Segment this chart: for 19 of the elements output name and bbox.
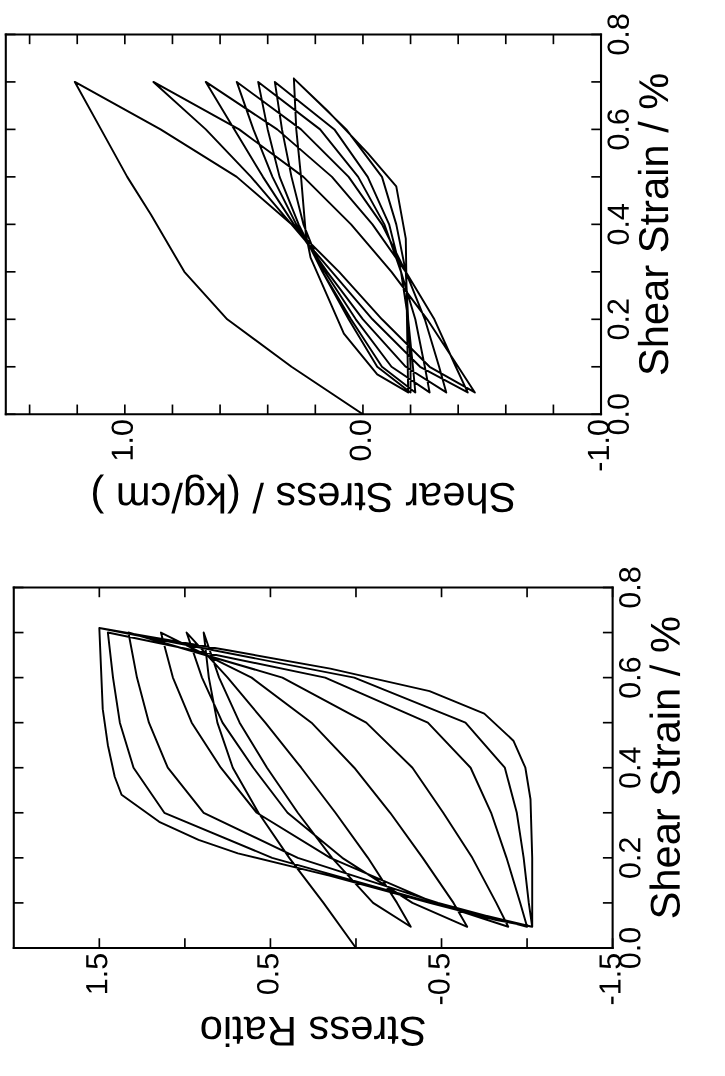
y-tick-label: 0.2 (607, 299, 630, 340)
y-axis-title: Shear Strain / % (637, 74, 669, 375)
y-tick-label: 0.6 (618, 657, 641, 698)
x-axis-title: Shear Stress / (kg/cm ) (92, 474, 515, 514)
x-tick-label: 0.0 (349, 420, 372, 461)
y-tick-label: 0.2 (618, 838, 641, 878)
x-tick-label: 1.5 (86, 954, 108, 993)
y-tick-label: 0.0 (618, 927, 641, 968)
y-tick-label: 0.8 (607, 14, 630, 55)
x-axis-title: Stress Ratio (201, 1016, 425, 1048)
x-tick-label: 0.5 (256, 954, 279, 995)
y-tick-label: 0.6 (607, 109, 630, 150)
x-tick-label: -1.5 (599, 954, 621, 1005)
x-tick-label: 1.0 (111, 420, 134, 460)
y-tick-label: 0.8 (618, 567, 641, 608)
y-axis-title: Shear Strain / % (649, 617, 681, 918)
y-tick-label: 0.4 (607, 204, 630, 245)
y-tick-label: 0.4 (618, 747, 641, 788)
x-tick-label: -0.5 (428, 954, 450, 1005)
